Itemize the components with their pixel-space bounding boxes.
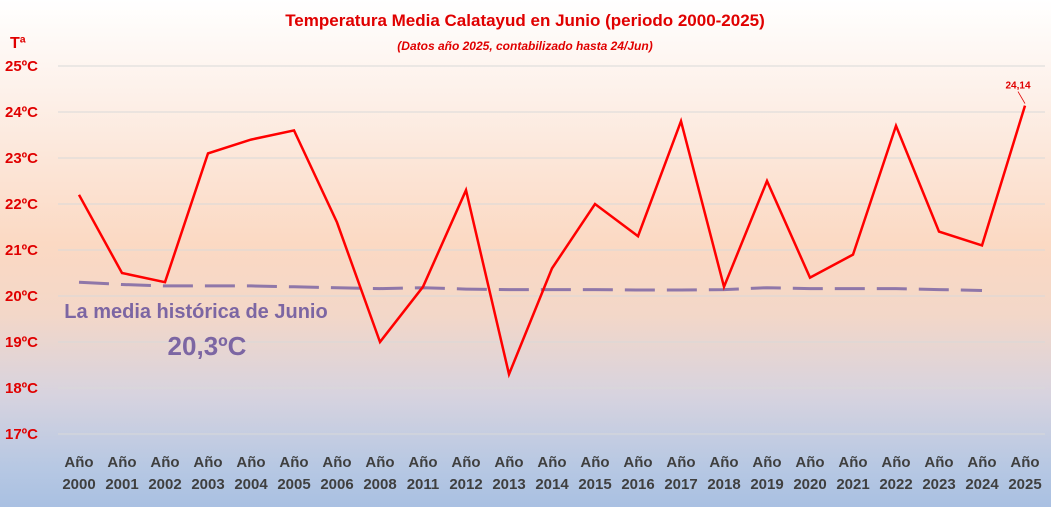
x-tick-label: 2005 <box>277 476 310 493</box>
x-tick-label: 2019 <box>750 476 783 493</box>
x-tick-label: 2002 <box>148 476 181 493</box>
x-tick-label: 2013 <box>492 476 525 493</box>
x-tick-label: 2021 <box>836 476 869 493</box>
x-tick-label: 2003 <box>191 476 224 493</box>
y-tick-label: 17ºC <box>5 426 38 443</box>
y-tick-label: 19ºC <box>5 334 38 351</box>
y-tick-label: 20ºC <box>5 288 38 305</box>
x-tick-label: Año <box>365 454 394 471</box>
x-tick-label: 2011 <box>407 476 440 493</box>
y-tick-label: 21ºC <box>5 242 38 259</box>
x-tick-label: 2022 <box>879 476 912 493</box>
x-axis-ticks: Año 2000 Año 2001 Año 2002 Año 2003 Año 2004 Año 20… <box>62 454 1041 493</box>
x-tick-label: Año <box>64 454 93 471</box>
x-tick-label: 2017 <box>664 476 697 493</box>
x-tick-label: 2008 <box>363 476 396 493</box>
x-tick-label: 2015 <box>578 476 611 493</box>
chart-title: Temperatura Media Calatayud en Junio (pe… <box>285 11 765 30</box>
series-line-temperature <box>77 105 1027 379</box>
x-tick-label: Año <box>795 454 824 471</box>
historical-mean-value: 20,3ºC <box>168 331 247 361</box>
x-tick-label: Año <box>666 454 695 471</box>
x-tick-label: 2000 <box>62 476 95 493</box>
x-tick-label: 2025 <box>1008 476 1041 493</box>
y-tick-label: 25ºC <box>5 58 38 75</box>
y-tick-label: 18ºC <box>5 380 38 397</box>
x-tick-label: 2018 <box>707 476 740 493</box>
x-tick-label: Año <box>451 454 480 471</box>
y-axis-ticks: 25ºC 24ºC 23ºC 22ºC 21ºC 20ºC 19ºC 18ºC 17ºC <box>5 58 38 443</box>
y-tick-label: 24ºC <box>5 104 38 121</box>
x-tick-label: Año <box>623 454 652 471</box>
x-tick-label: 2024 <box>965 476 999 493</box>
series-line-historical-mean <box>78 280 983 292</box>
x-tick-label: Año <box>193 454 222 471</box>
x-tick-label: Año <box>967 454 996 471</box>
y-axis-label: Tª <box>10 35 26 52</box>
series-layer <box>77 105 1027 379</box>
x-tick-label: Año <box>279 454 308 471</box>
x-tick-label: Año <box>150 454 179 471</box>
x-tick-label: Año <box>580 454 609 471</box>
x-tick-label: Año <box>236 454 265 471</box>
x-tick-label: 2016 <box>621 476 654 493</box>
data-label: 24,14 <box>1005 81 1030 92</box>
x-tick-label: Año <box>881 454 910 471</box>
x-tick-label: 2004 <box>234 476 268 493</box>
x-tick-label: Año <box>537 454 566 471</box>
x-tick-label: Año <box>494 454 523 471</box>
y-tick-label: 22ºC <box>5 196 38 213</box>
x-tick-label: Año <box>322 454 351 471</box>
x-tick-label: 2001 <box>105 476 138 493</box>
x-tick-label: Año <box>752 454 781 471</box>
x-tick-label: Año <box>107 454 136 471</box>
historical-mean-note: La media histórica de Junio <box>64 301 327 323</box>
x-tick-label: Año <box>924 454 953 471</box>
y-tick-label: 23ºC <box>5 150 38 167</box>
x-tick-label: Año <box>709 454 738 471</box>
x-tick-label: 2012 <box>449 476 482 493</box>
x-tick-label: Año <box>1010 454 1039 471</box>
data-labels: 24,14 <box>1005 81 1031 104</box>
x-tick-label: 2023 <box>922 476 955 493</box>
x-tick-label: 2006 <box>320 476 353 493</box>
data-label-leader <box>1017 91 1026 104</box>
x-tick-label: Año <box>838 454 867 471</box>
chart-subtitle: (Datos año 2025, contabilizado hasta 24/… <box>397 39 652 53</box>
x-tick-label: 2020 <box>793 476 826 493</box>
gridlines <box>58 65 1045 435</box>
x-tick-label: Año <box>408 454 437 471</box>
x-tick-label: 2014 <box>535 476 569 493</box>
